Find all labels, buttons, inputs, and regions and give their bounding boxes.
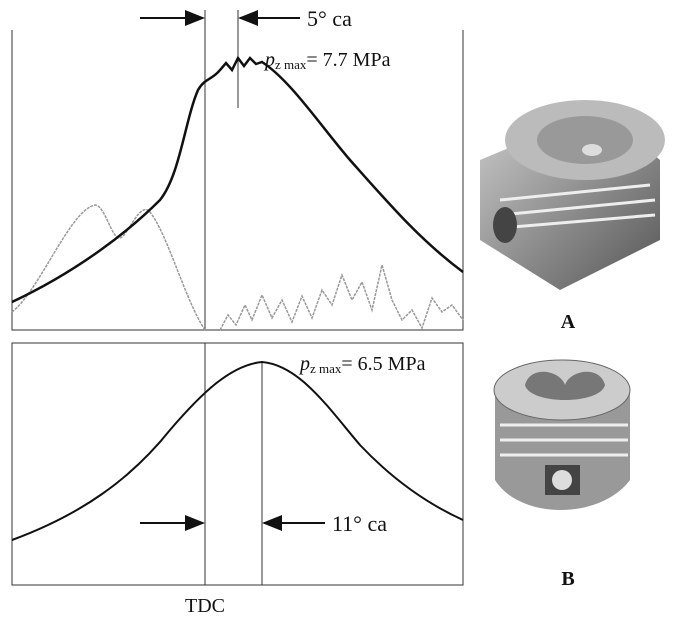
figure: 5° ca pz max= 7.7 MPa 11° ca pz max= 6.5… [0, 0, 673, 622]
angle-label: 5° ca [307, 6, 352, 31]
reference-curve [12, 205, 463, 330]
angle-label: 11° ca [332, 511, 387, 536]
piston-b [494, 360, 630, 510]
label-part: = 7.7 MPa [306, 49, 390, 71]
piston-label: B [561, 568, 574, 590]
label-part: p [263, 49, 275, 71]
label-part: z max [275, 57, 307, 72]
piston-a [480, 100, 665, 290]
bottom-panel [12, 343, 463, 585]
label-part: p [298, 353, 310, 375]
peak-label: pz max= 7.7 MPa [263, 49, 391, 72]
x-label: TDC [185, 595, 225, 617]
label-part: z max [310, 361, 342, 376]
pressure-curve-b [12, 362, 463, 540]
peak-label: pz max= 6.5 MPa [298, 353, 426, 376]
piston-label: A [561, 311, 576, 333]
label-part: = 6.5 MPa [341, 353, 425, 375]
